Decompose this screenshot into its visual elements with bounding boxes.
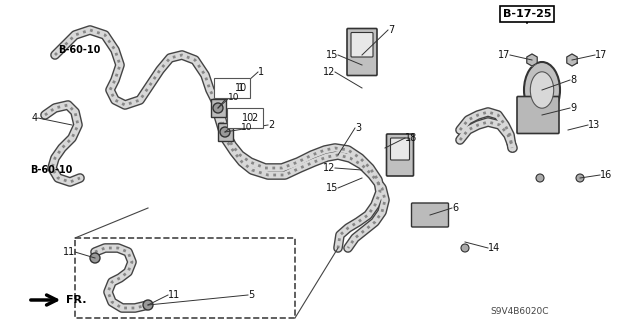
Text: 4: 4 xyxy=(32,113,38,123)
Circle shape xyxy=(143,300,153,310)
Bar xyxy=(218,123,232,141)
Circle shape xyxy=(576,174,584,182)
FancyBboxPatch shape xyxy=(214,78,250,98)
Text: 9: 9 xyxy=(570,103,576,113)
Bar xyxy=(211,99,225,117)
Text: B-60-10: B-60-10 xyxy=(58,45,100,55)
Text: 10: 10 xyxy=(235,83,247,93)
Circle shape xyxy=(90,253,100,263)
Text: 7: 7 xyxy=(388,25,394,35)
Text: 14: 14 xyxy=(488,243,500,253)
FancyBboxPatch shape xyxy=(227,108,263,128)
Text: 1: 1 xyxy=(258,67,264,77)
FancyBboxPatch shape xyxy=(387,134,413,176)
Ellipse shape xyxy=(531,72,554,108)
Text: S9V4B6020C: S9V4B6020C xyxy=(490,308,548,316)
Bar xyxy=(75,238,295,318)
Text: 2: 2 xyxy=(251,113,257,123)
Text: 6: 6 xyxy=(452,203,458,213)
Text: 3: 3 xyxy=(355,123,361,133)
Text: 17: 17 xyxy=(595,50,607,60)
Text: 8: 8 xyxy=(570,75,576,85)
Circle shape xyxy=(220,127,230,137)
Circle shape xyxy=(536,174,544,182)
Text: 17: 17 xyxy=(498,50,510,60)
Text: 1: 1 xyxy=(238,83,244,93)
Text: 15: 15 xyxy=(326,50,338,60)
Text: 2: 2 xyxy=(268,120,275,130)
FancyBboxPatch shape xyxy=(351,33,373,57)
Text: 11: 11 xyxy=(168,290,180,300)
Text: 12: 12 xyxy=(323,163,335,173)
Text: FR.: FR. xyxy=(31,295,86,305)
Text: 16: 16 xyxy=(600,170,612,180)
Circle shape xyxy=(461,244,469,252)
Text: 15: 15 xyxy=(326,183,338,193)
FancyBboxPatch shape xyxy=(347,28,377,76)
FancyBboxPatch shape xyxy=(412,203,449,227)
Text: 5: 5 xyxy=(248,290,254,300)
Ellipse shape xyxy=(524,62,560,118)
Text: 11: 11 xyxy=(63,247,75,257)
Text: 12: 12 xyxy=(323,67,335,77)
Polygon shape xyxy=(567,54,577,66)
Polygon shape xyxy=(527,54,537,66)
Circle shape xyxy=(213,103,223,113)
Text: B-60-10: B-60-10 xyxy=(30,165,72,175)
Text: 10: 10 xyxy=(228,93,240,102)
FancyBboxPatch shape xyxy=(517,97,559,133)
Text: 13: 13 xyxy=(588,120,600,130)
Text: 18: 18 xyxy=(405,133,417,143)
Text: B-17-25: B-17-25 xyxy=(503,9,551,19)
FancyBboxPatch shape xyxy=(390,138,410,160)
Text: 10: 10 xyxy=(241,123,253,132)
Text: 10: 10 xyxy=(242,113,254,123)
